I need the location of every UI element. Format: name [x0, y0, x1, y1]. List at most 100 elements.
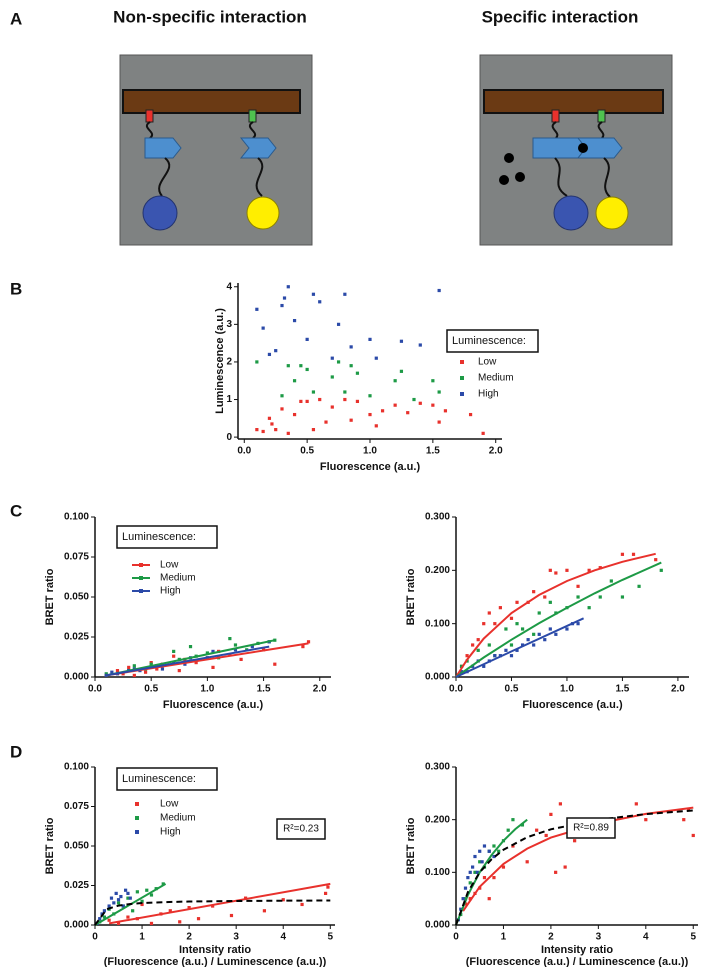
point: [305, 367, 309, 372]
legend-marker: [135, 802, 139, 806]
point: [183, 662, 187, 666]
legend-marker: [460, 360, 464, 364]
point: [255, 307, 259, 311]
point: [563, 865, 567, 869]
x-tick-label: 1.5: [615, 684, 629, 695]
y-tick-label: 0.100: [425, 867, 450, 878]
point: [311, 390, 316, 394]
x-tick-label: 2.0: [313, 684, 327, 695]
point: [286, 431, 290, 435]
ligand: [504, 153, 514, 163]
membrane: [483, 89, 664, 114]
x-tick-label: 4: [643, 932, 649, 943]
y-tick-label: 0.300: [425, 762, 450, 773]
point: [509, 643, 514, 647]
point: [543, 638, 547, 642]
point: [280, 394, 284, 398]
point: [126, 915, 130, 919]
point: [149, 921, 154, 926]
point: [160, 667, 165, 671]
panel-label: D: [10, 742, 22, 761]
point: [274, 349, 278, 353]
point: [468, 897, 472, 901]
legend-label: Low: [478, 357, 497, 368]
point: [140, 902, 144, 907]
legend-title-box: [116, 767, 218, 791]
point: [116, 921, 121, 926]
y-tick-label: 3: [226, 319, 232, 330]
y-axis-title: Luminescence (a.u.): [214, 308, 226, 414]
point: [155, 667, 159, 671]
protein-blue: [144, 137, 182, 159]
diagram-title: Specific interaction: [482, 7, 639, 26]
point: [543, 595, 547, 599]
point: [609, 579, 613, 583]
point: [487, 897, 491, 901]
point: [274, 428, 278, 432]
point: [659, 568, 663, 572]
x-tick-label: 3: [233, 932, 239, 943]
x-tick-label: 5: [690, 932, 696, 943]
point: [587, 606, 591, 610]
legend-marker: [135, 816, 139, 820]
legend-label: Medium: [160, 813, 196, 824]
x-tick-label: 1.0: [363, 446, 377, 457]
ligand: [515, 172, 525, 182]
point: [211, 649, 215, 653]
point: [380, 409, 385, 413]
point: [228, 653, 232, 657]
point: [178, 920, 182, 924]
tag-green: [248, 109, 257, 123]
point: [229, 913, 234, 918]
x-tick-label: 1.0: [200, 684, 214, 695]
point: [281, 898, 285, 902]
point: [576, 584, 580, 588]
point: [468, 412, 473, 417]
point: [532, 632, 536, 636]
point: [318, 300, 322, 304]
point: [250, 645, 254, 649]
x-tick-label: 0.5: [300, 446, 314, 457]
luciferase: [553, 195, 589, 231]
point: [102, 909, 107, 913]
point: [493, 654, 497, 658]
point: [544, 833, 548, 838]
point: [498, 606, 502, 610]
panel-label: A: [10, 9, 22, 28]
y-tick-label: 0.000: [425, 920, 450, 931]
y-tick-label: 4: [226, 281, 232, 292]
y-tick-label: 0.300: [425, 512, 450, 523]
point: [168, 909, 172, 913]
point: [299, 399, 303, 404]
chart: 0.0 0.5 1.0 1.5 2.0 0 1 2 3 4 Fluorescence (a.u.) L…: [214, 281, 539, 473]
point: [286, 364, 290, 368]
point: [476, 638, 480, 642]
point: [565, 627, 569, 631]
point: [515, 648, 519, 652]
point: [311, 292, 316, 296]
point: [478, 860, 482, 864]
fit-line: [455, 818, 528, 926]
point: [132, 673, 136, 677]
y-tick-label: 0.100: [64, 512, 89, 523]
point: [172, 649, 176, 653]
point: [305, 337, 309, 341]
y-tick-label: 0.075: [64, 801, 89, 812]
point: [482, 844, 487, 848]
point: [255, 428, 259, 432]
point: [177, 669, 181, 673]
legend-title: Luminescence:: [122, 531, 196, 543]
annotation: R²=0.89: [573, 823, 609, 834]
point: [576, 595, 580, 599]
point: [135, 890, 139, 894]
x-tick-label: 0.5: [505, 684, 519, 695]
point: [482, 876, 487, 880]
y-tick-label: 0.025: [64, 632, 89, 643]
legend-marker: [135, 830, 139, 834]
point: [349, 418, 353, 422]
global-fit-line: [94, 899, 331, 926]
x-tick-label: 0.5: [144, 684, 158, 695]
fit-line: [455, 617, 585, 678]
point: [205, 651, 209, 655]
linker: [255, 157, 264, 197]
